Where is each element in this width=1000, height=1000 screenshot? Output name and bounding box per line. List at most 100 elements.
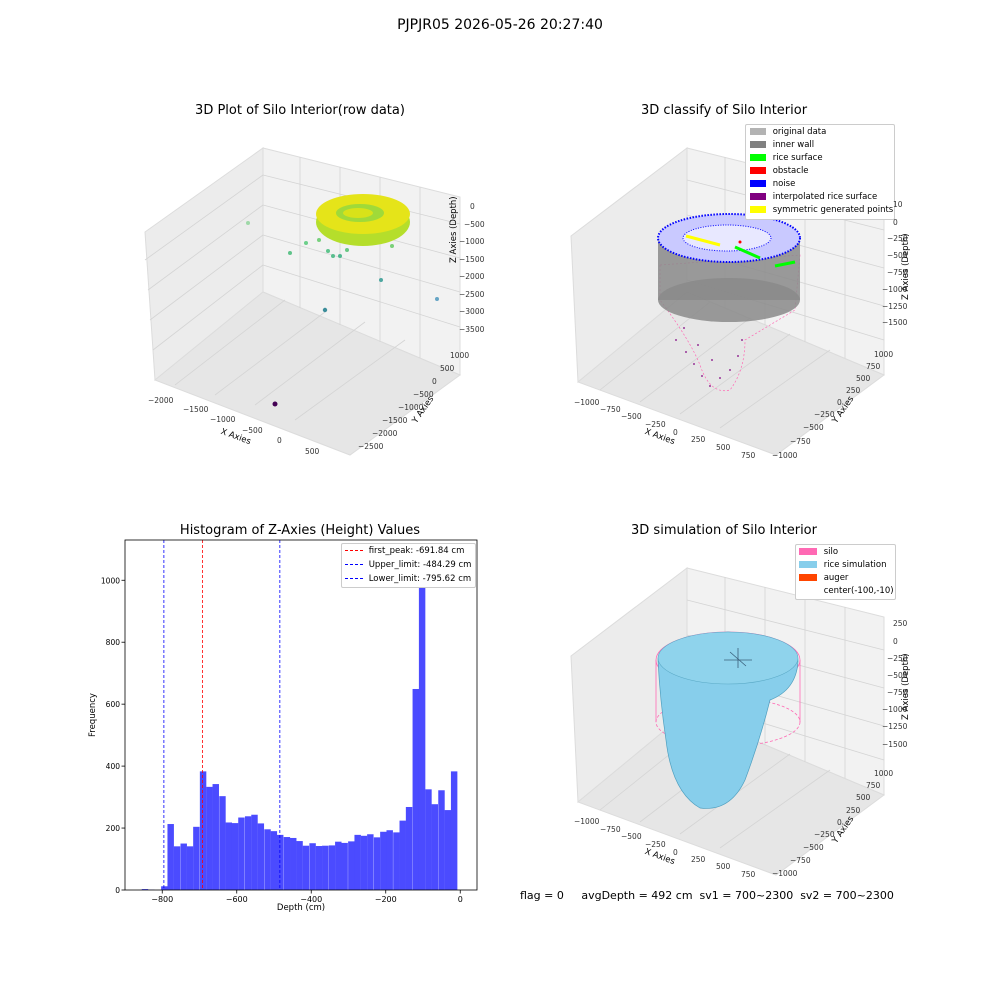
x-tick-label: −2000	[148, 396, 174, 405]
raw-floor-pane	[154, 291, 462, 456]
legend-item: original data	[750, 127, 826, 139]
legend-swatch	[345, 578, 363, 579]
x-tick-label: 0	[673, 848, 678, 857]
page-title: PJPJR05 2026-05-26 20:27:40	[397, 17, 603, 33]
histogram-bar	[173, 846, 181, 890]
y-tick-label: 250	[846, 386, 861, 395]
simulation-left-pane	[570, 566, 688, 804]
y-tick-label: −1000	[772, 451, 798, 460]
histogram-bar	[418, 555, 426, 890]
z-tick-label: −3000	[459, 307, 485, 316]
x-tick-label: −1000	[574, 817, 600, 826]
y-tick-label: −250	[814, 830, 835, 839]
histogram-bar	[444, 810, 452, 890]
histogram-bar	[161, 886, 168, 890]
legend-swatch	[750, 128, 766, 135]
x-tick-label: −500	[621, 832, 642, 841]
histogram-bar	[251, 814, 258, 890]
legend-swatch	[750, 180, 766, 187]
histogram-legend: first_peak: -691.84 cm Upper_limit: -484…	[341, 543, 476, 588]
legend-item: Lower_limit: -795.62 cm	[345, 574, 471, 584]
y-tick-label: −1000	[398, 403, 424, 412]
classify-inner-wall-bottom	[658, 278, 800, 322]
y-tick-label: 1000	[874, 769, 894, 778]
z-tick-label: −500	[887, 671, 908, 680]
legend-swatch	[750, 206, 766, 213]
simulation-z-axis-label: Z Axies (Depth)	[901, 653, 911, 720]
x-tick-label: −250	[645, 420, 666, 429]
z-tick-label: −750	[887, 688, 908, 697]
z-tick-label: −250	[887, 654, 908, 663]
y-tick-label: −500	[803, 423, 824, 432]
classify-interpolated-dots	[675, 327, 743, 387]
y-tick-label: −1500	[382, 416, 408, 425]
histogram-bar	[206, 786, 213, 890]
histogram-bar	[212, 784, 219, 890]
x-tick-label: 0	[673, 428, 678, 437]
y-tick-label: 500	[440, 364, 455, 373]
histogram-bar	[386, 830, 393, 890]
legend-label: noise	[772, 179, 796, 189]
z-tick-label: −1500	[459, 255, 485, 264]
legend-label: rice simulation	[823, 560, 887, 570]
histogram-bars	[141, 555, 458, 890]
legend-item: obstacle	[750, 166, 809, 178]
z-tick-label: 10	[893, 200, 903, 209]
histogram-bar	[373, 837, 381, 890]
status-line: flag = 0 avgDepth = 492 cm sv1 = 700~230…	[520, 889, 894, 902]
legend-swatch	[799, 561, 817, 568]
histogram-bar	[309, 843, 316, 890]
legend-label: silo	[823, 547, 839, 557]
z-tick-label: −1000	[459, 237, 485, 246]
histogram-y-ticks: 0 200 400 600 800 1000	[101, 576, 125, 895]
legend-label: inner wall	[772, 140, 815, 150]
z-tick-label: −2500	[459, 290, 485, 299]
histogram-bar	[367, 834, 374, 890]
histogram-axes-frame	[124, 539, 478, 891]
histogram-bar	[225, 822, 233, 890]
legend-item: symmetric generated points	[750, 205, 893, 217]
legend-swatch	[750, 154, 766, 161]
legend-item: rice surface	[750, 153, 823, 165]
legend-swatch	[345, 550, 363, 551]
histogram-bar	[425, 789, 432, 890]
x-tick-label: −1000	[574, 398, 600, 407]
simulation-grid-lines	[599, 577, 885, 849]
simulation-silo-cylinder	[655, 631, 801, 747]
histogram-bar	[328, 845, 336, 890]
x-tick-label: −1500	[183, 405, 209, 414]
x-tick-label: 250	[691, 435, 706, 444]
y-tick-label: 200	[106, 824, 121, 833]
legend-swatch	[799, 548, 817, 555]
classify-symmetric-points	[685, 234, 721, 247]
y-tick-label: −2000	[372, 429, 398, 438]
legend-item: auger	[799, 573, 848, 583]
z-tick-label: 0	[893, 218, 898, 227]
legend-item: silo	[799, 547, 838, 557]
classify-noise-ring	[657, 213, 801, 263]
histogram-bar	[276, 834, 284, 890]
x-tick-label: −250	[645, 840, 666, 849]
legend-label: Lower_limit: -795.62 cm	[368, 574, 472, 584]
y-tick-label: 400	[106, 762, 121, 771]
simulation-legend: silo rice simulation auger center(-100,-…	[795, 544, 896, 600]
classify-floor-pane	[577, 291, 886, 456]
legend-label: original data	[772, 127, 827, 137]
histogram-bar	[231, 823, 239, 890]
legend-item: interpolated rice surface	[750, 192, 877, 204]
y-tick-label: 600	[106, 700, 121, 709]
raw-z-axis-label: Z Axies (Depth)	[449, 196, 459, 263]
y-tick-label: −500	[413, 390, 434, 399]
y-tick-label: 1000	[450, 351, 470, 360]
x-tick-label: 750	[741, 451, 756, 460]
x-tick-label: 500	[305, 447, 320, 456]
histogram-bar	[167, 824, 174, 890]
histogram-bar	[290, 837, 297, 890]
z-tick-label: −1000	[882, 705, 908, 714]
z-tick-label: 250	[893, 619, 908, 628]
z-tick-label: 0	[470, 202, 475, 211]
y-tick-label: 1000	[874, 350, 894, 359]
histogram-bar	[180, 843, 187, 890]
histogram-bar	[238, 817, 245, 890]
legend-item: Upper_limit: -484.29 cm	[345, 560, 471, 570]
